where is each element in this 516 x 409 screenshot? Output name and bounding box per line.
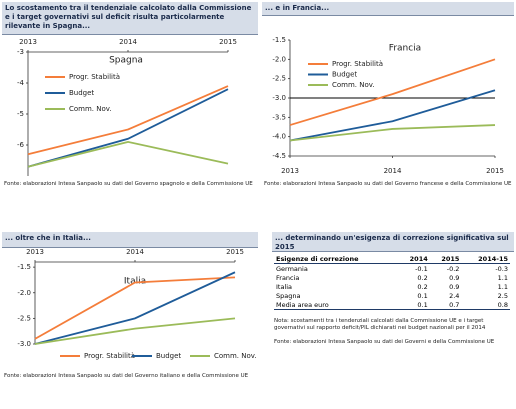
legend-label: Progr. Stabilità — [69, 73, 120, 81]
table-cell: 0.2 — [417, 273, 428, 282]
y-tick-label: -4.5 — [272, 152, 286, 160]
source: Fonte: elaborazioni Intesa Sanpaolo su d… — [264, 181, 512, 187]
series-line — [27, 140, 229, 168]
table-cell: Germania — [276, 264, 308, 273]
chart-title: Spagna — [109, 56, 143, 66]
table-cell: 0.1 — [417, 291, 428, 300]
table-cell: 1.1 — [497, 282, 508, 291]
table-row: Italia 0.2 0.9 1.1 — [274, 282, 510, 291]
series-line — [34, 317, 236, 345]
y-tick-label: -4 — [17, 79, 25, 87]
legend-label: Comm. Nov. — [69, 105, 112, 113]
chart-title: Francia — [389, 44, 421, 54]
table-cell: Francia — [276, 273, 300, 282]
source: Fonte: elaborazioni Intesa Sanpaolo su d… — [4, 373, 249, 379]
panel-header: ... determinando un'esigenza di correzio… — [272, 232, 514, 252]
y-tick-label: -3.5 — [272, 113, 286, 121]
legend-label: Budget — [332, 71, 357, 79]
table-row: Spagna 0.1 2.4 2.5 — [274, 291, 510, 300]
y-tick-label: -6 — [17, 141, 25, 149]
table-note: Nota: scostamenti tra i tendenziali calc… — [274, 318, 486, 331]
table-header-row: Esigenze di correzione 2014 2015 2014-15 — [274, 254, 510, 264]
table-cell: -0.2 — [446, 264, 460, 273]
y-tick-label: -1.5 — [272, 36, 286, 44]
table-cell: Media area euro — [274, 300, 399, 310]
y-tick-label: -2.5 — [17, 314, 31, 322]
series-line — [289, 124, 496, 142]
table-cell: Spagna — [276, 291, 301, 300]
table-cell: -0.1 — [415, 264, 428, 273]
x-tick-label: 2015 — [219, 38, 237, 46]
y-tick-label: -2.0 — [17, 289, 31, 297]
legend-label: Comm. Nov. — [332, 81, 375, 89]
table-cell: 2014-15 — [461, 254, 510, 264]
y-tick-label: -3 — [17, 48, 24, 56]
series-line — [34, 276, 236, 340]
x-tick-label: 2014 — [126, 248, 144, 256]
x-tick-label: 2013 — [26, 248, 44, 256]
legend-label: Comm. Nov. — [214, 352, 257, 360]
x-tick-label: 2015 — [226, 248, 244, 256]
table-cell: 2.4 — [449, 291, 460, 300]
x-tick-label: 2014 — [384, 167, 402, 175]
table-cell: 2014 — [398, 254, 430, 264]
table-cell: 0.8 — [461, 300, 510, 310]
table-row: Germania -0.1 -0.2 -0.3 — [274, 264, 510, 274]
series-line — [27, 88, 229, 168]
y-tick-label: -5 — [17, 110, 24, 118]
table-source: Fonte: elaborazioni Intesa Sanpaolo su d… — [274, 339, 495, 345]
table-cell: 0.9 — [449, 282, 460, 291]
series-line — [289, 89, 496, 142]
y-tick-label: -4.0 — [272, 133, 286, 141]
legend-label: Budget — [156, 352, 181, 360]
legend-label: Progr. Stabilità — [84, 352, 135, 360]
y-tick-label: -1.5 — [17, 263, 31, 271]
y-tick-label: -3.0 — [17, 340, 31, 348]
x-tick-label: 2015 — [486, 167, 504, 175]
data-table: Esigenze di correzione 2014 2015 2014-15 Ger… — [274, 254, 510, 310]
series-line — [289, 58, 496, 126]
table-row: Media area euro 0.1 0.7 0.8 — [274, 300, 510, 310]
y-tick-label: -3.0 — [272, 94, 286, 102]
panel-header: ... oltre che in Italia... — [2, 232, 258, 248]
x-tick-label: 2013 — [281, 167, 299, 175]
panel-header: Lo scostamento tra il tendenziale calcol… — [2, 2, 258, 35]
table-cell: 1.1 — [497, 273, 508, 282]
table-cell: Esigenze di correzione — [274, 254, 399, 264]
table-cell: -0.3 — [495, 264, 508, 273]
table-cell: 0.7 — [429, 300, 462, 310]
table-cell: 0.9 — [449, 273, 460, 282]
table-row: Francia 0.2 0.9 1.1 — [274, 273, 510, 282]
table-cell: 2.5 — [497, 291, 508, 300]
table-cell: Italia — [276, 282, 293, 291]
legend-label: Progr. Stabilità — [332, 60, 383, 68]
source: Fonte: elaborazioni Intesa Sanpaolo su d… — [4, 181, 253, 187]
table-cell: 0.1 — [398, 300, 430, 310]
y-tick-label: -2.0 — [272, 55, 286, 63]
x-tick-label: 2013 — [19, 38, 37, 46]
chart-title: Italia — [124, 277, 146, 287]
series-line — [34, 271, 236, 345]
y-tick-label: -2.5 — [272, 75, 286, 83]
x-tick-label: 2014 — [119, 38, 137, 46]
series-line — [27, 85, 229, 156]
table-cell: 0.2 — [417, 282, 428, 291]
legend-label: Budget — [69, 89, 94, 97]
panel-header: ... e in Francia... — [262, 2, 514, 16]
table-cell: 2015 — [429, 254, 462, 264]
